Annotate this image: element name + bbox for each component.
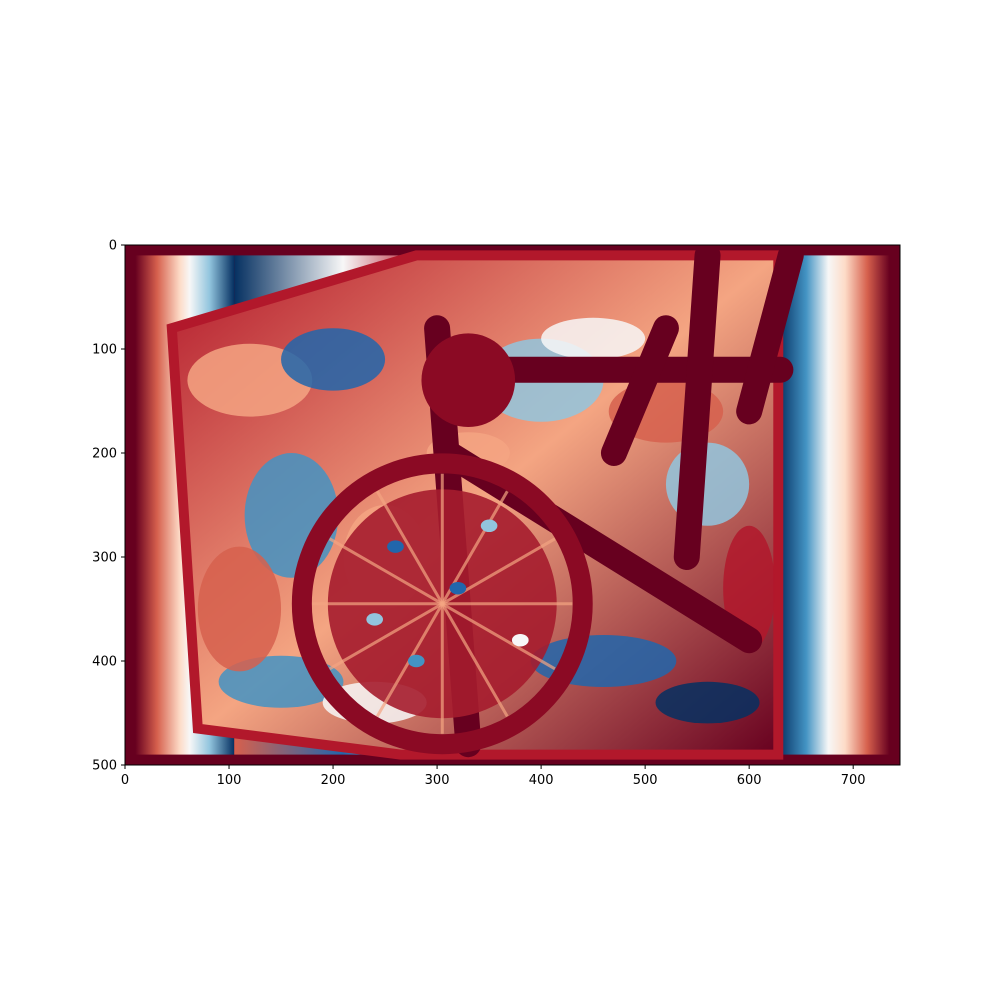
gear-region (421, 333, 516, 428)
right-gradient-band (778, 255, 890, 755)
wheel-spoke-7 (328, 537, 444, 606)
axes-frame (124, 244, 901, 766)
wheel-spot-5 (366, 613, 383, 626)
frame-tube-3 (600, 315, 679, 466)
x-tick-label: 0 (121, 773, 129, 788)
wheel-spot-4 (449, 581, 467, 595)
x-tick-label: 400 (529, 773, 554, 788)
x-tick-label: 100 (217, 773, 242, 788)
wheel-spot-1 (480, 519, 498, 533)
wheel-spoke-2 (440, 603, 509, 718)
x-tick-label: 600 (737, 773, 762, 788)
frame-tube-4 (736, 245, 804, 425)
y-tick-label: 300 (92, 551, 117, 566)
y-axis: 0 100 200 300 400 500 (92, 239, 125, 774)
x-tick-label: 200 (321, 773, 346, 788)
texture-patch-11 (541, 317, 646, 360)
wheel-spot-3 (511, 633, 529, 647)
frame-tube-2 (673, 245, 721, 570)
wheel-spot-2 (407, 654, 425, 668)
y-tick-label: 500 (92, 759, 117, 774)
texture-patch-0 (187, 343, 313, 417)
y-tick-label: 200 (92, 447, 117, 462)
y-tick-label: 100 (92, 343, 117, 358)
x-tick-label: 700 (841, 773, 866, 788)
y-tick-label: 0 (109, 239, 117, 254)
heatmap-image (125, 245, 900, 765)
x-tick-label: 300 (425, 773, 450, 788)
x-tick-label: 500 (633, 773, 658, 788)
texture-patch-12 (197, 546, 282, 672)
wheel-spoke-8 (375, 490, 444, 605)
texture-patch-9 (655, 681, 760, 724)
wheel-rim (291, 453, 593, 755)
wheel-spot-0 (387, 540, 404, 553)
y-tick-label: 400 (92, 655, 117, 670)
texture-patch-1 (281, 328, 386, 391)
wheel-spoke-5 (328, 602, 444, 671)
wheel-spoke-1 (441, 602, 556, 671)
x-axis: 0 100 200 300 400 500 600 700 (121, 765, 866, 788)
